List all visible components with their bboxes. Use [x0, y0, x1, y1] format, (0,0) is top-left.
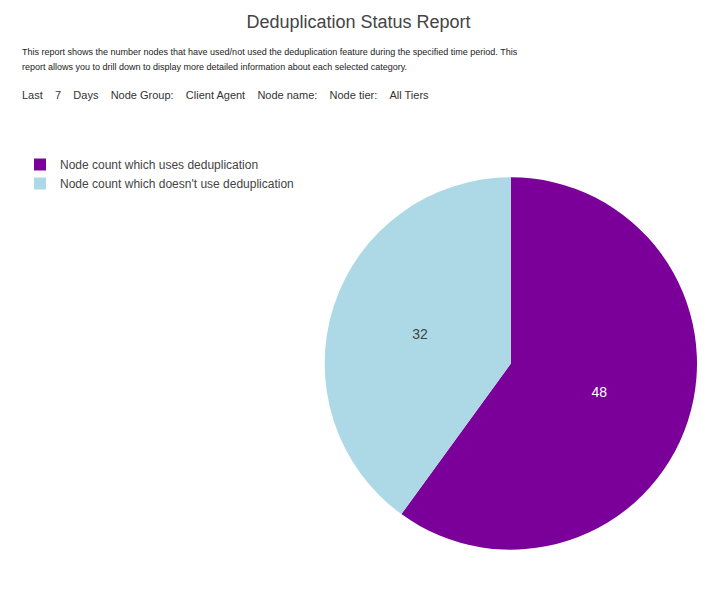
- svg-text:32: 32: [412, 326, 428, 342]
- svg-text:48: 48: [591, 384, 607, 400]
- svg-text:report allows you to drill dow: report allows you to drill down to displ…: [22, 62, 407, 72]
- svg-text:Node count which doesn't use d: Node count which doesn't use deduplicati…: [60, 177, 294, 191]
- svg-text:This report shows the number n: This report shows the number nodes that …: [22, 47, 518, 57]
- svg-text:Last 7 Days Node Grou: Last 7 Days Node Group: Client Agent Nod…: [22, 89, 429, 101]
- svg-text:Deduplication Status Report: Deduplication Status Report: [246, 12, 470, 32]
- svg-text:Node count which uses deduplic: Node count which uses deduplication: [60, 158, 258, 172]
